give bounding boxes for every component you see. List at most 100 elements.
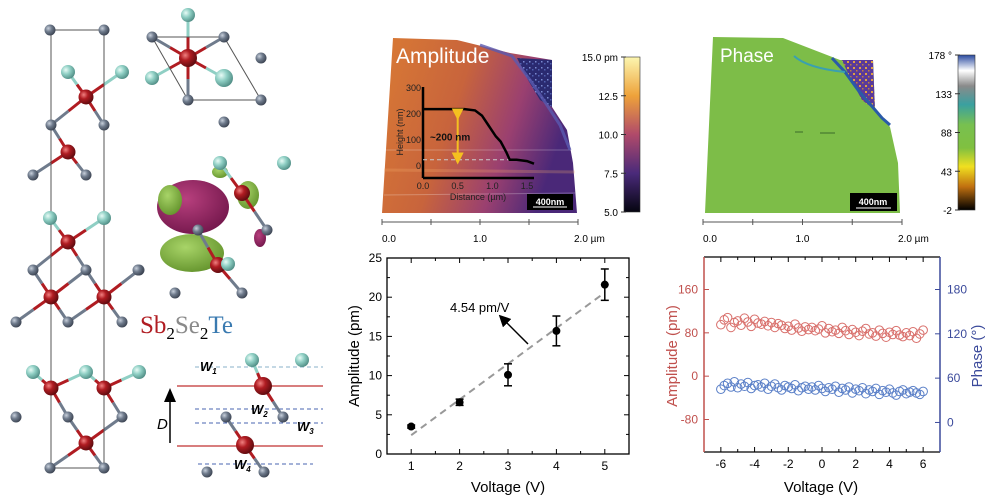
amplitude-colorbar-ticks: 15.0 pm 12.5 10.0 7.5 5.0 xyxy=(582,53,626,219)
inset-x-tick-label: 0.0 xyxy=(417,181,430,191)
se-atom xyxy=(27,169,39,181)
phase-data-point xyxy=(884,384,895,395)
phase-data-point xyxy=(918,386,928,397)
phase-data-point xyxy=(857,382,868,393)
amplitude-stripes xyxy=(383,149,576,196)
data-point xyxy=(600,280,609,289)
phase-data-point xyxy=(719,380,730,391)
right-y-tick-label: 120 xyxy=(947,327,967,341)
phase-data-point xyxy=(854,385,864,396)
left-y-tick-label: 80 xyxy=(685,326,699,340)
label-w4: W4 xyxy=(234,457,251,474)
phase-data-point xyxy=(793,385,804,396)
sb-atom xyxy=(96,380,112,396)
phase-data-point xyxy=(888,388,898,398)
phase-data-point xyxy=(722,378,733,389)
charge-density-orbital xyxy=(132,156,291,299)
amplitude-data-point xyxy=(871,331,881,341)
amplitude-data-point xyxy=(800,322,810,332)
phase-data-point xyxy=(753,379,763,390)
sb-atom xyxy=(254,377,272,395)
inset-x-tick-label: 1.5 xyxy=(521,181,534,191)
te-atom xyxy=(43,211,57,225)
colorbar-tick-label: 10.0 xyxy=(599,131,619,142)
scale-bar-label: 400nm xyxy=(536,197,565,207)
x-tick-label: 3 xyxy=(505,459,512,473)
amplitude-data-point xyxy=(837,322,848,333)
se-atom xyxy=(62,411,74,423)
amplitude-data-point xyxy=(861,323,871,334)
te-atom xyxy=(221,257,235,271)
phase-data-point xyxy=(773,382,783,393)
se-atom xyxy=(116,316,128,328)
arrow-head-icon xyxy=(164,388,176,402)
right-y-tick-label: 180 xyxy=(947,283,967,297)
label-w2: W2 xyxy=(251,402,268,419)
label-w1: W1 xyxy=(200,359,217,376)
x-tick-label: 5 xyxy=(601,459,608,473)
se-atom xyxy=(132,264,144,276)
phase-data-point xyxy=(867,386,878,397)
unit-cell-edge xyxy=(223,36,262,101)
direction-label: D xyxy=(157,416,168,433)
amplitude-data-point xyxy=(867,328,878,338)
sb-atom xyxy=(96,289,112,305)
se-atom xyxy=(10,411,22,423)
inset-y-tick-label: 0 xyxy=(416,161,421,171)
se-atom xyxy=(80,169,92,181)
te-atom xyxy=(181,8,195,22)
se-atom xyxy=(182,94,194,106)
phase-substrate-region xyxy=(842,60,875,110)
y-tick-label: 0 xyxy=(375,447,382,461)
data-point xyxy=(455,398,464,407)
amplitude-vs-voltage-chart: 1 2 3 4 5 0 5 10 15 20 25 Voltage (V) Amplitude (pm)… xyxy=(346,251,630,496)
se-atom xyxy=(261,224,273,236)
phase-edge xyxy=(830,56,891,127)
phase-data-point xyxy=(766,381,777,392)
right-y-tick-label: 60 xyxy=(947,371,961,385)
x-axis-label: Voltage (V) xyxy=(471,479,545,496)
axis-tick-label: 1.0 xyxy=(796,234,810,245)
data-point xyxy=(504,370,512,379)
phase-data-point xyxy=(844,382,854,392)
x-tick-label: -4 xyxy=(749,457,760,471)
phase-data-point xyxy=(827,384,837,395)
orbital-lobe-negative xyxy=(158,185,182,215)
inset-x-tick-label: 0.5 xyxy=(451,181,464,191)
phase-data-point xyxy=(729,377,740,387)
sb-atom xyxy=(60,144,76,160)
amplitude-colorbar xyxy=(623,56,641,213)
amplitude-data-point xyxy=(766,317,777,328)
amplitude-substrate-region xyxy=(517,58,552,107)
se-atom xyxy=(220,411,232,423)
amplitude-map xyxy=(382,38,577,213)
y-tick-label: 10 xyxy=(369,369,383,383)
crystal-structure-top-view xyxy=(145,8,267,128)
inset-annotation: ~200 nm xyxy=(430,132,470,143)
x-tick-label: -6 xyxy=(716,457,727,471)
amplitude-title: Amplitude xyxy=(396,45,489,68)
te-atom xyxy=(115,65,129,79)
se-atom xyxy=(192,224,204,236)
phase-data-point xyxy=(763,384,773,395)
amplitude-data-point xyxy=(776,320,787,331)
amplitude-data-point xyxy=(901,328,912,338)
layer-diagram: D W1 W2 W3 W4 xyxy=(157,353,323,478)
label-w3: W3 xyxy=(297,419,314,436)
se-atom xyxy=(80,264,92,276)
amplitude-data-point xyxy=(850,327,861,338)
amplitude-data-point xyxy=(830,325,841,335)
phase-data-point xyxy=(759,378,770,389)
left-y-axis-label: Amplitude (pm) xyxy=(664,305,681,407)
phase-data-point xyxy=(830,381,841,392)
y-tick-label: 20 xyxy=(369,290,383,304)
amplitude-data-point xyxy=(807,322,817,333)
amplitude-data-point xyxy=(756,319,767,329)
sb-atom xyxy=(236,436,254,454)
x-tick-label: 0 xyxy=(819,457,826,471)
y-axis-label: Amplitude (pm) xyxy=(346,305,363,407)
amplitude-x-ticks: 0.0 1.0 2.0 µm xyxy=(381,219,605,245)
scale-bar-label: 400nm xyxy=(859,197,888,207)
phase-data-point xyxy=(807,382,817,392)
